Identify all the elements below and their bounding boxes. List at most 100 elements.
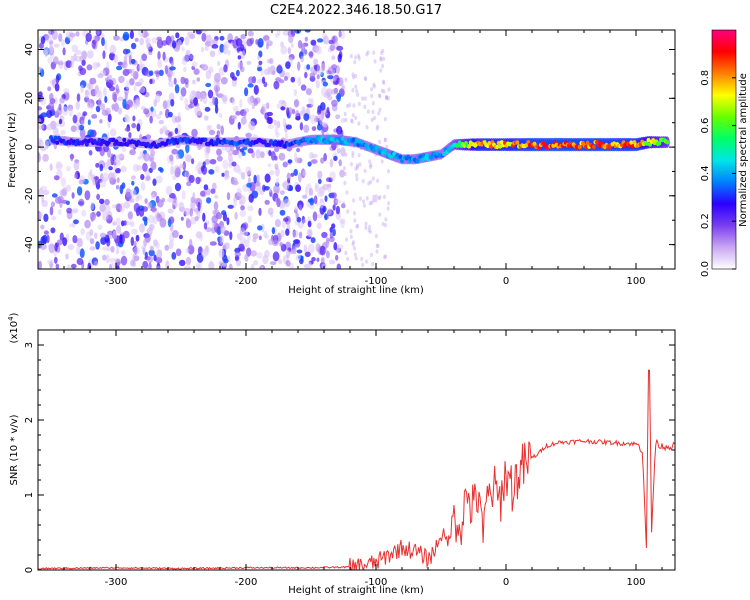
- heatmap-noise-cell: [351, 153, 355, 158]
- heatmap-noise-cell: [278, 99, 286, 105]
- heatmap-noise-cell: [180, 87, 187, 97]
- heatmap-noise-cell: [142, 162, 148, 172]
- snr-y-scale-note: (x104): [7, 312, 20, 343]
- heatmap-noise-cell: [365, 125, 369, 130]
- heatmap-noise-cell: [372, 194, 376, 199]
- heatmap-noise-cell: [310, 114, 317, 124]
- heatmap-noise-cell: [381, 221, 385, 227]
- colorbar-tick-label: 0.0: [700, 261, 711, 277]
- heatmap-noise-cell: [108, 79, 114, 88]
- heatmap-noise-cell: [180, 216, 184, 221]
- heatmap-noise-cell: [59, 97, 65, 104]
- heatmap-noise-cell: [365, 52, 369, 57]
- heatmap-noise-cell: [238, 200, 243, 206]
- heatmap-noise-cell: [138, 30, 145, 38]
- heatmap-noise-cell: [191, 91, 198, 96]
- heatmap-noise-cell: [115, 249, 120, 255]
- heatmap-noise-cell: [97, 73, 104, 79]
- heatmap-noise-cell: [120, 255, 128, 266]
- snr-x-tick-label: 100: [626, 577, 645, 588]
- heatmap-noise-cell: [147, 201, 153, 209]
- heatmap-noise-cell: [42, 234, 48, 245]
- heatmap-noise-cell: [154, 70, 161, 75]
- heatmap-noise-cell: [365, 196, 369, 201]
- heatmap-noise-cell: [340, 30, 345, 40]
- heatmap-noise-cell: [372, 82, 376, 87]
- snr-x-tick-label: 0: [503, 577, 509, 588]
- heatmap-noise-cell: [340, 118, 346, 123]
- heatmap-noise-cell: [185, 49, 191, 57]
- spectrogram-y-tick-label: 40: [24, 43, 35, 56]
- heatmap-noise-cell: [192, 192, 196, 202]
- heatmap-noise-cell: [70, 263, 77, 269]
- heatmap-noise-cell: [138, 78, 144, 85]
- heatmap-ridge-cell: [267, 142, 272, 147]
- heatmap-noise-cell: [80, 228, 85, 236]
- heatmap-noise-cell: [325, 239, 330, 249]
- heatmap-noise-cell: [277, 30, 281, 36]
- heatmap-noise-cell: [351, 88, 355, 93]
- heatmap-noise-cell: [71, 209, 78, 214]
- heatmap-noise-cell: [71, 44, 79, 53]
- heatmap-noise-cell: [102, 211, 109, 221]
- heatmap-noise-cell: [316, 213, 323, 219]
- heatmap-noise-cell: [49, 206, 54, 216]
- heatmap-noise-cell: [362, 203, 366, 208]
- heatmap-noise-cell: [242, 222, 249, 230]
- heatmap-noise-cell: [38, 66, 43, 72]
- heatmap-noise-cell: [344, 77, 348, 83]
- heatmap-noise-cell: [342, 201, 346, 206]
- heatmap-noise-cell: [99, 163, 104, 172]
- heatmap-noise-cell: [43, 213, 49, 222]
- heatmap-noise-cell: [286, 172, 291, 181]
- heatmap-noise-cell: [327, 75, 334, 80]
- heatmap-noise-cell: [213, 221, 218, 228]
- heatmap-noise-cell: [306, 64, 311, 70]
- heatmap-noise-cell: [344, 117, 348, 123]
- heatmap-noise-cell: [135, 97, 140, 106]
- heatmap-noise-cell: [75, 31, 80, 37]
- heatmap-noise-cell: [356, 92, 360, 97]
- heatmap-noise-cell: [232, 180, 239, 186]
- heatmap-noise-cell: [355, 165, 359, 170]
- heatmap-noise-cell: [229, 231, 233, 241]
- spectrogram-y-tick-label: -20: [24, 188, 35, 204]
- heatmap-noise-cell: [383, 117, 387, 122]
- heatmap-noise-cell: [197, 111, 203, 116]
- heatmap-noise-cell: [238, 243, 245, 252]
- heatmap-noise-cell: [170, 99, 175, 107]
- heatmap-noise-cell: [184, 78, 189, 85]
- heatmap-noise-cell: [326, 106, 330, 114]
- heatmap-noise-cell: [364, 221, 368, 226]
- heatmap-noise-cell: [123, 201, 131, 209]
- heatmap-noise-cell: [175, 32, 180, 39]
- heatmap-noise-cell: [144, 198, 148, 204]
- heatmap-noise-cell: [269, 65, 276, 75]
- heatmap-noise-cell: [148, 154, 155, 163]
- heatmap-noise-cell: [263, 230, 268, 239]
- heatmap-noise-cell: [310, 159, 318, 164]
- heatmap-noise-cell: [47, 86, 52, 92]
- colorbar-tick-label: 0.8: [700, 70, 711, 86]
- heatmap-noise-cell: [129, 197, 135, 203]
- heatmap-noise-cell: [171, 40, 177, 49]
- heatmap-noise-cell: [160, 126, 168, 134]
- heatmap-noise-cell: [104, 198, 110, 206]
- heatmap-noise-cell: [168, 216, 175, 224]
- heatmap-noise-cell: [75, 101, 80, 110]
- heatmap-ridge-cell: [498, 144, 503, 149]
- heatmap-noise-cell: [162, 100, 168, 110]
- heatmap-noise-cell: [322, 81, 328, 87]
- snr-x-tick-label: -200: [235, 577, 258, 588]
- heatmap-noise-cell: [106, 158, 111, 167]
- snr-x-ticks: -300 -200 -100 0 100: [37, 330, 663, 588]
- heatmap-noise-cell: [327, 208, 332, 216]
- heatmap-noise-cell: [246, 38, 253, 47]
- heatmap-noise-cell: [78, 179, 85, 185]
- heatmap-noise-cell: [208, 261, 215, 269]
- heatmap-noise-cell: [79, 128, 86, 139]
- heatmap-noise-cell: [205, 70, 212, 80]
- heatmap-noise-cell: [358, 162, 362, 167]
- heatmap-noise-cell: [290, 43, 294, 48]
- heatmap-noise-cell: [115, 84, 119, 92]
